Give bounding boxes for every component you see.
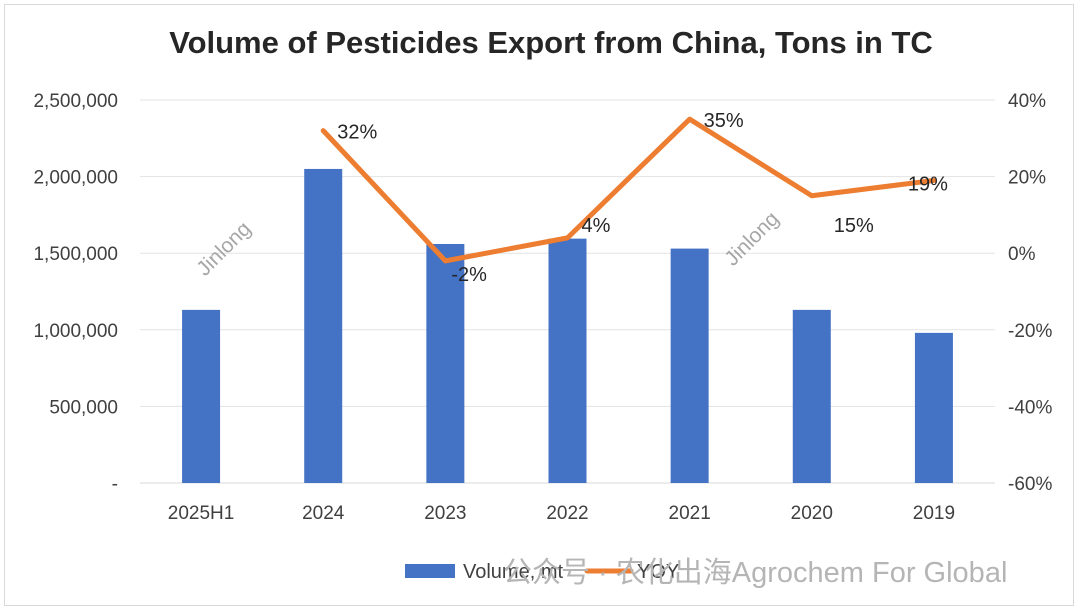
legend-swatch-volume — [405, 564, 455, 578]
bar-volume — [304, 168, 343, 483]
bar-volume — [914, 332, 953, 483]
y-right-tick-label: -40% — [1008, 397, 1052, 418]
x-tick-label: 2023 — [424, 503, 466, 524]
watermark-account: 公众号 · 农化出海Agrochem For Global — [503, 556, 1007, 589]
watermark-jinlong: Jinlong — [192, 217, 255, 280]
y-right-tick-label: 20% — [1008, 168, 1046, 189]
legend-label-volume: Volume, mt — [463, 561, 563, 583]
x-tick-label: 2020 — [791, 503, 833, 524]
yoy-data-label: 4% — [582, 215, 611, 237]
y-right-tick-label: 0% — [1008, 244, 1036, 265]
y-left-tick-label: 500,000 — [49, 397, 118, 418]
yoy-line-layer — [320, 116, 937, 264]
yoy-data-label: 35% — [704, 110, 744, 132]
yoy-line — [320, 116, 937, 264]
yoy-data-label: 32% — [337, 122, 377, 144]
chart-title: Volume of Pesticides Export from China, … — [169, 25, 933, 60]
y-right-tick-label: -60% — [1008, 474, 1052, 495]
bar-volume — [548, 238, 587, 483]
y-right-tick-label: 40% — [1008, 91, 1046, 112]
x-tick-label: 2024 — [302, 503, 345, 524]
yoy-data-label: 19% — [908, 173, 948, 195]
y-left-tick-label: 2,500,000 — [33, 91, 118, 112]
legend: Volume, mt YOY — [405, 561, 679, 583]
bar-volume — [182, 309, 221, 483]
bar-volume — [792, 309, 831, 483]
chart-frame: Volume of Pesticides Export from China, … — [4, 4, 1074, 606]
bar-volume — [426, 244, 465, 483]
watermark-jinlong: Jinlong — [720, 207, 783, 270]
x-tick-label: 2021 — [669, 503, 711, 524]
yoy-data-label: -2% — [451, 264, 487, 286]
y-left-tick-label: 2,000,000 — [33, 168, 118, 189]
legend-label-yoy: YOY — [637, 561, 679, 583]
x-tick-label: 2019 — [913, 503, 955, 524]
axes: - 500,000 1,000,000 1,500,000 2,000,000 2,500… — [33, 91, 1052, 524]
chart: Volume of Pesticides Export from China, … — [33, 25, 1052, 589]
data-labels: 32% -2% 4% 35% 15% 19% — [337, 110, 948, 286]
x-tick-label: 2022 — [546, 503, 588, 524]
y-left-tick-label: 1,500,000 — [33, 244, 118, 265]
y-right-tick-label: -20% — [1008, 321, 1052, 342]
x-tick-label: 2025H1 — [168, 503, 235, 524]
y-left-tick-label: - — [112, 474, 118, 495]
bars — [182, 168, 953, 483]
bar-volume — [670, 248, 709, 483]
y-left-tick-label: 1,000,000 — [33, 321, 118, 342]
yoy-data-label: 15% — [834, 215, 874, 237]
